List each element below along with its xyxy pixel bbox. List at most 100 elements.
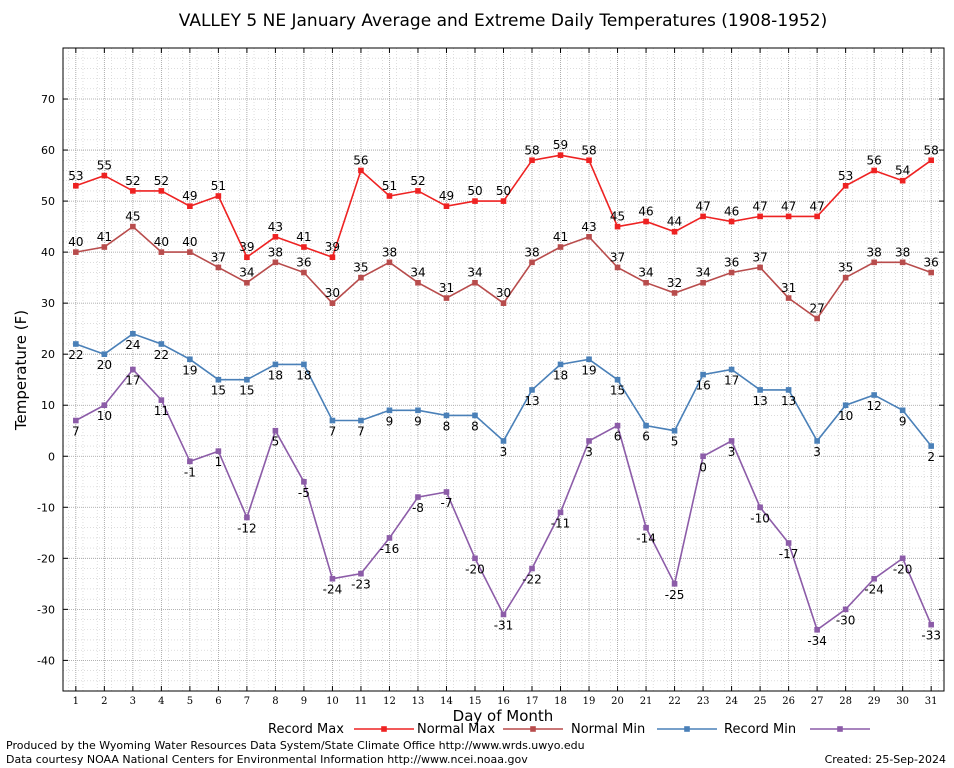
data-label-normal-max: 34 — [239, 266, 254, 280]
x-tick-label: 28 — [839, 696, 852, 707]
data-label-record-min: -8 — [412, 501, 424, 515]
data-label-normal-min: 13 — [752, 394, 767, 408]
data-label-normal-min: 8 — [443, 419, 451, 433]
data-point-record-max — [158, 188, 165, 194]
data-point-record-min — [215, 448, 222, 454]
x-tick-label: 24 — [725, 696, 738, 707]
data-label-normal-min: 9 — [414, 414, 422, 428]
data-label-normal-max: 38 — [268, 245, 283, 259]
data-point-record-max — [329, 254, 336, 261]
data-point-record-min — [187, 458, 193, 465]
data-label-normal-max: 35 — [353, 261, 368, 275]
data-label-record-min: -5 — [298, 486, 310, 500]
data-label-record-min: 11 — [154, 404, 169, 418]
data-point-normal-min — [614, 376, 621, 383]
series-normal-min: 22 20 24 22 19 15 15 18 18 7 7 9 9 8 8 3 13 18 19 15 6 5 16 17 1… — [68, 330, 935, 464]
data-label-record-max: 56 — [867, 153, 882, 167]
data-label-record-min: -20 — [465, 562, 485, 576]
x-tick-label: 10 — [326, 696, 339, 707]
data-label-record-min: -11 — [551, 516, 571, 530]
data-label-normal-max: 37 — [610, 250, 625, 264]
data-point-normal-min — [500, 438, 507, 444]
data-point-record-min — [700, 453, 706, 460]
data-label-record-min: 17 — [125, 374, 140, 388]
data-point-record-max — [814, 213, 820, 220]
y-tick-label: 0 — [48, 450, 55, 463]
data-label-normal-min: 9 — [899, 414, 907, 428]
data-point-normal-min — [814, 438, 820, 444]
data-point-record-max — [842, 182, 849, 189]
data-point-record-max — [728, 218, 735, 225]
data-point-record-max — [500, 198, 507, 204]
data-point-record-min — [899, 555, 906, 562]
data-point-normal-max — [415, 279, 421, 286]
data-point-normal-max — [358, 274, 364, 281]
data-point-normal-max — [272, 259, 279, 266]
data-point-record-min — [443, 489, 450, 495]
data-point-normal-min — [785, 387, 792, 393]
x-tick-label: 6 — [215, 696, 221, 707]
y-tick-label: 40 — [41, 246, 55, 259]
data-point-normal-min — [928, 443, 934, 449]
data-label-record-min: 7 — [72, 425, 80, 439]
data-label-record-max: 55 — [97, 159, 112, 173]
x-tick-label: 9 — [301, 696, 307, 707]
data-label-normal-max: 38 — [867, 245, 882, 259]
data-label-record-min: 0 — [699, 460, 707, 474]
data-point-normal-max — [443, 295, 450, 301]
data-point-normal-min — [757, 387, 763, 393]
data-label-record-min: -20 — [893, 562, 913, 576]
data-label-record-max: 58 — [924, 143, 939, 157]
footer-produced-by: Produced by the Wyoming Water Resources … — [6, 739, 585, 752]
data-label-record-min: -30 — [836, 613, 856, 627]
data-label-record-max: 45 — [610, 210, 625, 224]
x-tick-label: 22 — [668, 696, 681, 707]
data-point-record-max — [187, 203, 193, 209]
data-label-record-max: 44 — [667, 215, 682, 229]
data-label-record-max: 50 — [467, 184, 482, 198]
data-label-record-min: -34 — [807, 634, 827, 648]
data-label-normal-min: 22 — [68, 348, 83, 362]
data-label-normal-max: 31 — [439, 281, 454, 295]
data-point-normal-max — [130, 223, 136, 230]
data-label-record-max: 39 — [239, 240, 254, 254]
data-point-record-min — [871, 575, 877, 582]
data-label-record-min: 1 — [215, 455, 223, 469]
data-point-record-min — [329, 575, 336, 582]
data-label-normal-min: 16 — [695, 379, 710, 393]
legend-item-normal-max: Normal Max — [417, 722, 563, 737]
data-point-record-min — [158, 397, 165, 403]
data-point-normal-max — [785, 295, 792, 301]
data-label-normal-max: 30 — [325, 286, 340, 300]
data-label-normal-min: 13 — [781, 394, 796, 408]
data-point-record-min — [130, 366, 136, 373]
data-point-normal-max — [728, 269, 735, 276]
x-tick-label: 19 — [583, 696, 596, 707]
data-point-normal-min — [586, 356, 592, 363]
data-point-normal-max — [187, 249, 193, 255]
data-point-record-max — [130, 188, 136, 194]
x-tick-label: 27 — [811, 696, 824, 707]
data-point-normal-max — [928, 269, 934, 276]
data-label-record-max: 52 — [410, 174, 425, 188]
data-label-record-max: 53 — [838, 169, 853, 183]
x-tick-label: 12 — [383, 696, 396, 707]
data-label-normal-max: 40 — [154, 235, 169, 249]
y-tick-label: 20 — [41, 348, 55, 361]
data-label-normal-max: 41 — [553, 230, 568, 244]
legend-item-record-min: Record Min — [724, 722, 870, 737]
data-label-normal-min: 17 — [724, 374, 739, 388]
data-point-normal-min — [272, 361, 279, 368]
data-point-normal-min — [871, 392, 877, 398]
data-point-normal-min — [386, 407, 393, 414]
data-point-normal-max — [757, 264, 763, 271]
data-point-record-max — [757, 213, 763, 220]
data-label-normal-min: 15 — [610, 384, 625, 398]
data-point-normal-min — [443, 412, 450, 419]
data-point-normal-max — [871, 259, 877, 266]
data-point-normal-max — [386, 259, 393, 266]
y-tick-label: -20 — [37, 552, 55, 565]
